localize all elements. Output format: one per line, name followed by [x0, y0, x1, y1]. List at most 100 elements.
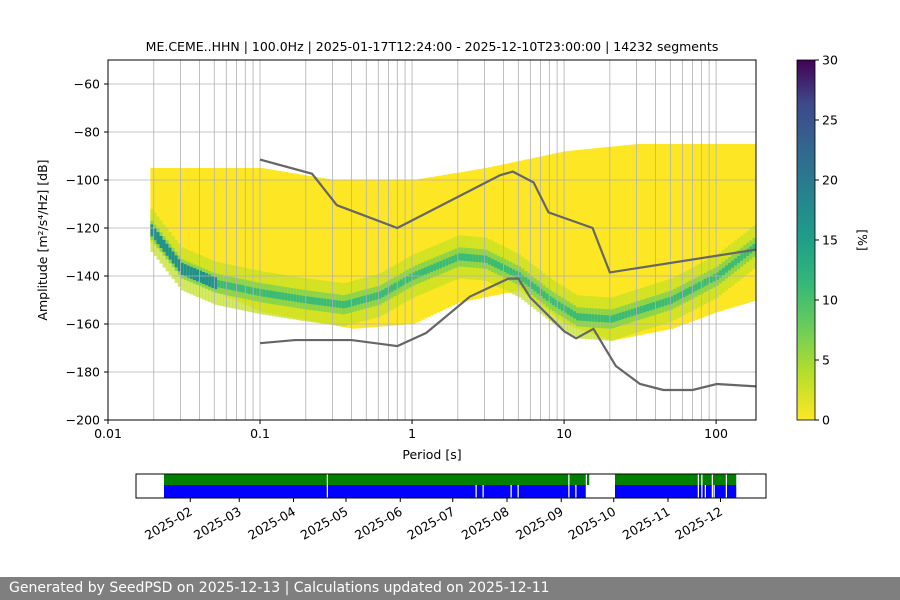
density-column [235, 168, 240, 301]
density-column [697, 144, 702, 319]
density-band-mode [229, 282, 233, 290]
y-axis-label: Amplitude [m²/s⁴/Hz] [dB] [35, 159, 50, 320]
density-band-mode [737, 255, 741, 264]
density-column [545, 155, 550, 311]
density-band-mode [360, 296, 364, 304]
density-column [658, 144, 662, 332]
density-column [639, 144, 644, 335]
x-tick-label: 1 [408, 426, 416, 441]
density-column [360, 180, 364, 329]
density-column [679, 144, 683, 326]
density-column [384, 180, 389, 327]
timeline-tick-label: 2025-06 [352, 504, 405, 543]
density-band-mode [320, 298, 325, 306]
density-band-mode [582, 313, 586, 321]
density-column [162, 168, 167, 256]
density-band-mode [153, 228, 157, 241]
density-band-mode [220, 280, 224, 289]
density-column [420, 178, 425, 320]
density-band-mode [150, 224, 154, 237]
density-band-mode [676, 293, 680, 301]
density-band-mode [180, 262, 185, 275]
density-column [317, 177, 322, 323]
density-column [472, 169, 477, 300]
density-band-mode [509, 267, 513, 276]
density-column [515, 161, 519, 292]
density-band-mode [655, 301, 659, 309]
density-band-mode [688, 286, 693, 295]
density-column [256, 168, 261, 311]
density-band-mode [241, 285, 246, 293]
plot-frame [107, 59, 757, 421]
density-column [433, 176, 437, 315]
density-column [609, 146, 614, 341]
density-column [746, 144, 750, 303]
density-column [424, 178, 428, 319]
timeline-tick-label: 2025-03 [191, 504, 244, 543]
density-column [238, 168, 243, 303]
density-band-mode [262, 289, 267, 297]
density-band-mode [183, 264, 188, 277]
density-column [387, 180, 392, 326]
density-band-mode [211, 275, 215, 288]
density-column [503, 164, 507, 294]
colorbar-ticks: 0 5 10 15 20 25 30 [815, 53, 838, 428]
availability-gap [711, 485, 713, 498]
density-band-mode [560, 303, 565, 311]
density-band-mode [171, 251, 176, 264]
density-band-mode [503, 264, 507, 273]
y-tick-label: −120 [66, 221, 100, 236]
availability-gap [517, 485, 519, 498]
availability-gap [704, 485, 706, 498]
density-column [585, 149, 589, 332]
density-band-mode [381, 289, 385, 298]
colorbar-tick-label: 5 [822, 353, 830, 368]
density-column [287, 172, 291, 317]
availability-gap [585, 485, 615, 498]
density-band-mode [500, 263, 504, 271]
density-column [192, 168, 197, 282]
density-band-mode [205, 273, 209, 286]
density-column [636, 144, 641, 336]
y-tick-label: −160 [66, 317, 100, 332]
density-band-mode [299, 295, 303, 303]
colorbar [796, 59, 816, 421]
y-tick-label: −180 [66, 365, 100, 380]
density-column [171, 168, 176, 267]
density-band-mode [265, 290, 270, 298]
availability-gap [475, 485, 477, 498]
density-band-mode [433, 263, 437, 271]
density-column [354, 180, 358, 329]
density-column [202, 168, 206, 286]
density-column [338, 180, 343, 327]
density-band-mode [712, 274, 717, 282]
density-band-mode [463, 253, 468, 261]
density-column [484, 167, 489, 298]
density-band-mode [642, 305, 647, 313]
density-column [320, 178, 325, 324]
y-tick-label: −60 [74, 77, 100, 92]
density-column [725, 144, 729, 310]
density-column [232, 168, 237, 300]
density-band-mode [384, 288, 389, 296]
density-column [706, 144, 711, 316]
density-column [335, 180, 340, 326]
density-band-mode [472, 254, 477, 262]
availability-gap [701, 485, 703, 498]
density-band-mode [159, 236, 164, 249]
density-column [481, 168, 486, 298]
density-column [183, 168, 188, 278]
density-band-mode [484, 255, 489, 263]
timeline-tick-label: 2025-02 [142, 504, 195, 543]
density-band-mode [165, 243, 170, 256]
density-column [694, 144, 699, 320]
density-band-mode [545, 293, 550, 301]
density-column [509, 162, 513, 293]
density-column [211, 168, 215, 290]
density-band-mode [329, 299, 334, 307]
density-band-mode [728, 263, 732, 271]
density-band-mode [214, 277, 218, 290]
density-band-mode [436, 262, 440, 270]
density-band-mode [235, 284, 240, 292]
density-band-mode [615, 313, 620, 321]
